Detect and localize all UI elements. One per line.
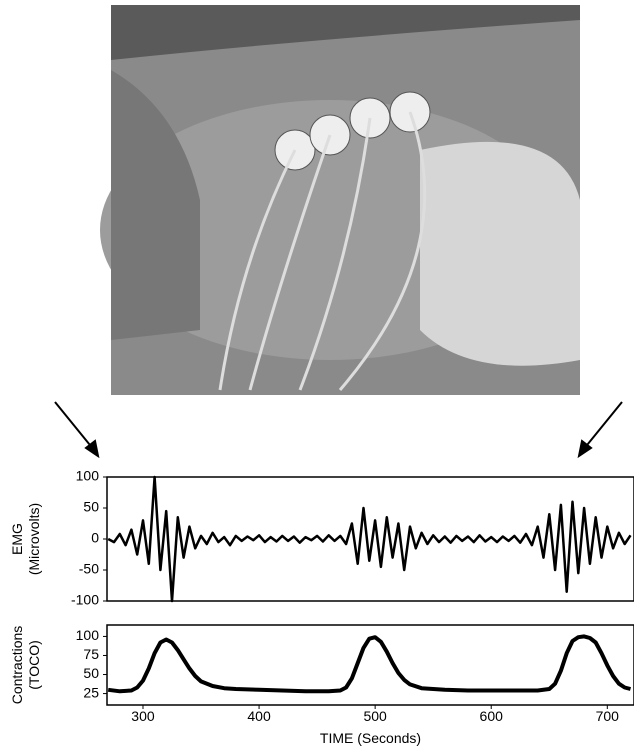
x-tick-label: 300 xyxy=(131,708,155,724)
leads xyxy=(218,111,427,391)
photo xyxy=(100,5,580,395)
y-tick-label: -100 xyxy=(71,592,99,608)
arrows xyxy=(54,401,623,459)
y-tick-label: 50 xyxy=(83,665,99,681)
x-tick-label: 500 xyxy=(363,708,387,724)
y-axis-label: Contractions xyxy=(9,626,25,705)
y-tick-label: 75 xyxy=(83,646,99,662)
photo-top xyxy=(111,5,580,60)
y-tick-label: 25 xyxy=(83,684,99,700)
y-axis-label: (TOCO) xyxy=(26,640,42,690)
y-tick-label: 100 xyxy=(76,468,100,484)
x-tick-label: 700 xyxy=(596,708,620,724)
x-tick-label: 600 xyxy=(480,708,504,724)
data-line xyxy=(107,634,632,694)
y-tick-label: 100 xyxy=(76,627,100,643)
data-line xyxy=(107,475,632,603)
y-tick-label: -50 xyxy=(79,561,99,577)
photo-sheet xyxy=(420,141,580,366)
y-axis-label: EMG xyxy=(9,523,25,555)
x-tick-label: 400 xyxy=(247,708,271,724)
plot-frame xyxy=(106,624,634,706)
y-axis-label: (Microvolts) xyxy=(26,503,42,575)
photo-sleeve xyxy=(111,70,200,340)
y-tick-label: 0 xyxy=(91,530,99,546)
y-tick-label: 50 xyxy=(83,499,99,515)
x-axis-label: TIME (Seconds) xyxy=(320,730,421,746)
